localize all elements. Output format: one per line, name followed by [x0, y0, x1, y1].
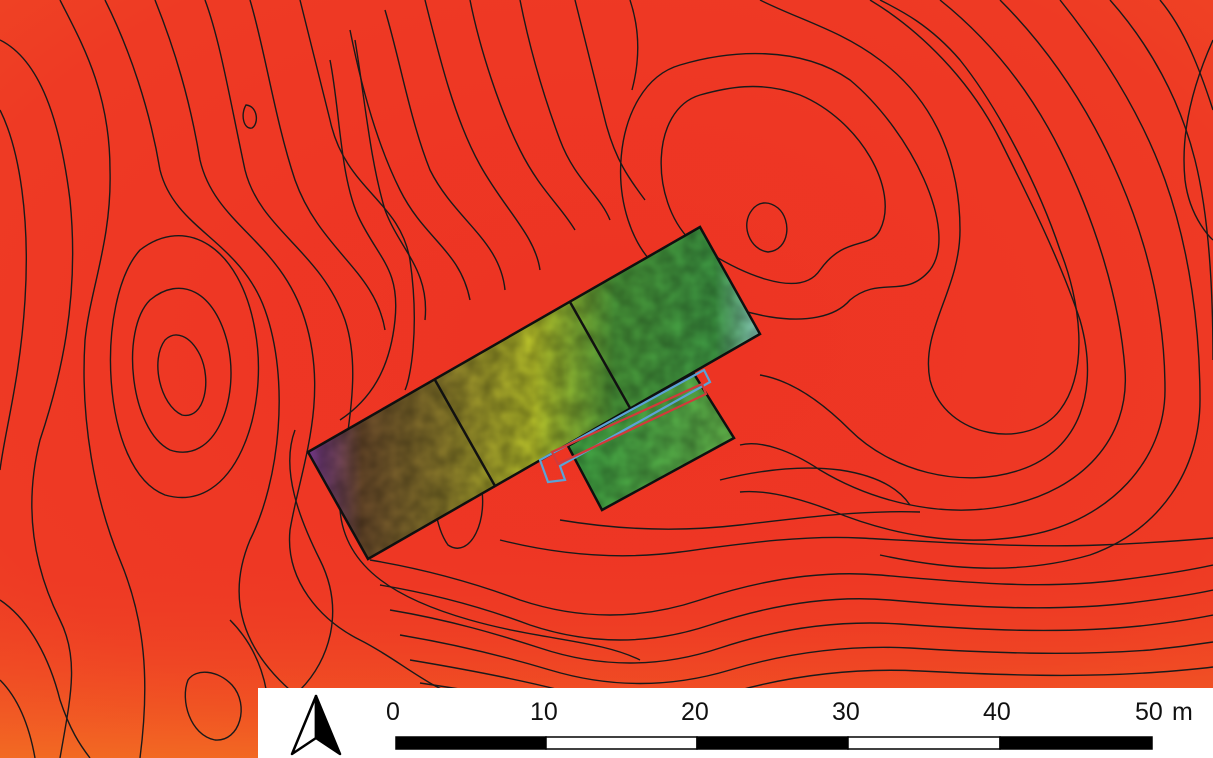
contour-line — [409, 659, 1213, 703]
contour-ring — [620, 52, 940, 320]
contour-line — [629, 0, 639, 91]
contour-line — [1159, 0, 1213, 111]
contour-line — [739, 0, 1126, 511]
contour-line — [289, 429, 334, 691]
contour-line — [519, 0, 611, 221]
scale-bar — [395, 736, 1153, 750]
contour-line — [154, 0, 471, 701]
scale-segment-5 — [999, 736, 1153, 750]
contour-ring — [746, 202, 788, 253]
contour-line — [249, 0, 386, 331]
contour-line — [559, 511, 921, 530]
contour-line — [59, 0, 146, 758]
contour-ring — [184, 671, 242, 741]
contour-line — [759, 0, 1089, 479]
contour-line — [0, 39, 74, 758]
scale-unit-label: m — [1172, 698, 1193, 726]
scale-tick-label: 40 — [983, 698, 1011, 726]
contour-ring — [157, 334, 207, 416]
scale-tick-label: 10 — [530, 698, 558, 726]
contour-line — [574, 0, 646, 201]
contour-ring — [109, 234, 260, 498]
scale-segment-3 — [696, 736, 849, 750]
scale-tick-label: 0 — [386, 698, 400, 726]
contour-line — [104, 0, 291, 691]
contour-line — [369, 559, 1213, 616]
contour-line — [204, 0, 641, 661]
contour-line — [469, 0, 576, 231]
scale-segment-4 — [847, 736, 1001, 750]
excavation-outline-blue[interactable] — [538, 368, 712, 484]
contour-line — [384, 9, 506, 291]
scale-tick-label: 50 — [1135, 698, 1163, 726]
contour-line — [354, 39, 427, 321]
contour-line — [389, 609, 1213, 664]
contour-line — [759, 0, 1080, 435]
survey-grid-line — [568, 301, 632, 409]
contour-line — [329, 59, 397, 421]
contour-line — [879, 0, 1201, 569]
contour-line — [0, 109, 27, 471]
legend-panel — [258, 688, 1213, 758]
contour-line — [399, 634, 1213, 685]
contour-line — [0, 679, 36, 758]
contour-line — [424, 0, 541, 271]
contour-ring — [131, 287, 232, 453]
survey-plot-main-texture — [308, 227, 760, 559]
contour-line — [299, 0, 415, 391]
scale-tick-label: 20 — [681, 698, 709, 726]
survey-grid-line — [433, 379, 497, 487]
contour-line — [379, 584, 1213, 641]
contour-ring — [242, 104, 258, 129]
contour-line — [499, 536, 1213, 557]
survey-grid[interactable] — [306, 225, 762, 561]
contour-ring — [660, 85, 886, 285]
scale-segment-2 — [545, 736, 698, 750]
scale-tick-label: 30 — [832, 698, 860, 726]
north-arrow-icon — [290, 694, 342, 756]
excavation-outline-red[interactable] — [550, 382, 708, 466]
scale-segment-1 — [395, 736, 547, 750]
contour-line — [739, 0, 1166, 541]
contour-line — [1109, 0, 1213, 361]
survey-plot-secondary-texture — [568, 374, 734, 510]
contour-line — [0, 599, 91, 758]
contour-line — [1183, 39, 1213, 241]
contour-line — [719, 467, 911, 506]
